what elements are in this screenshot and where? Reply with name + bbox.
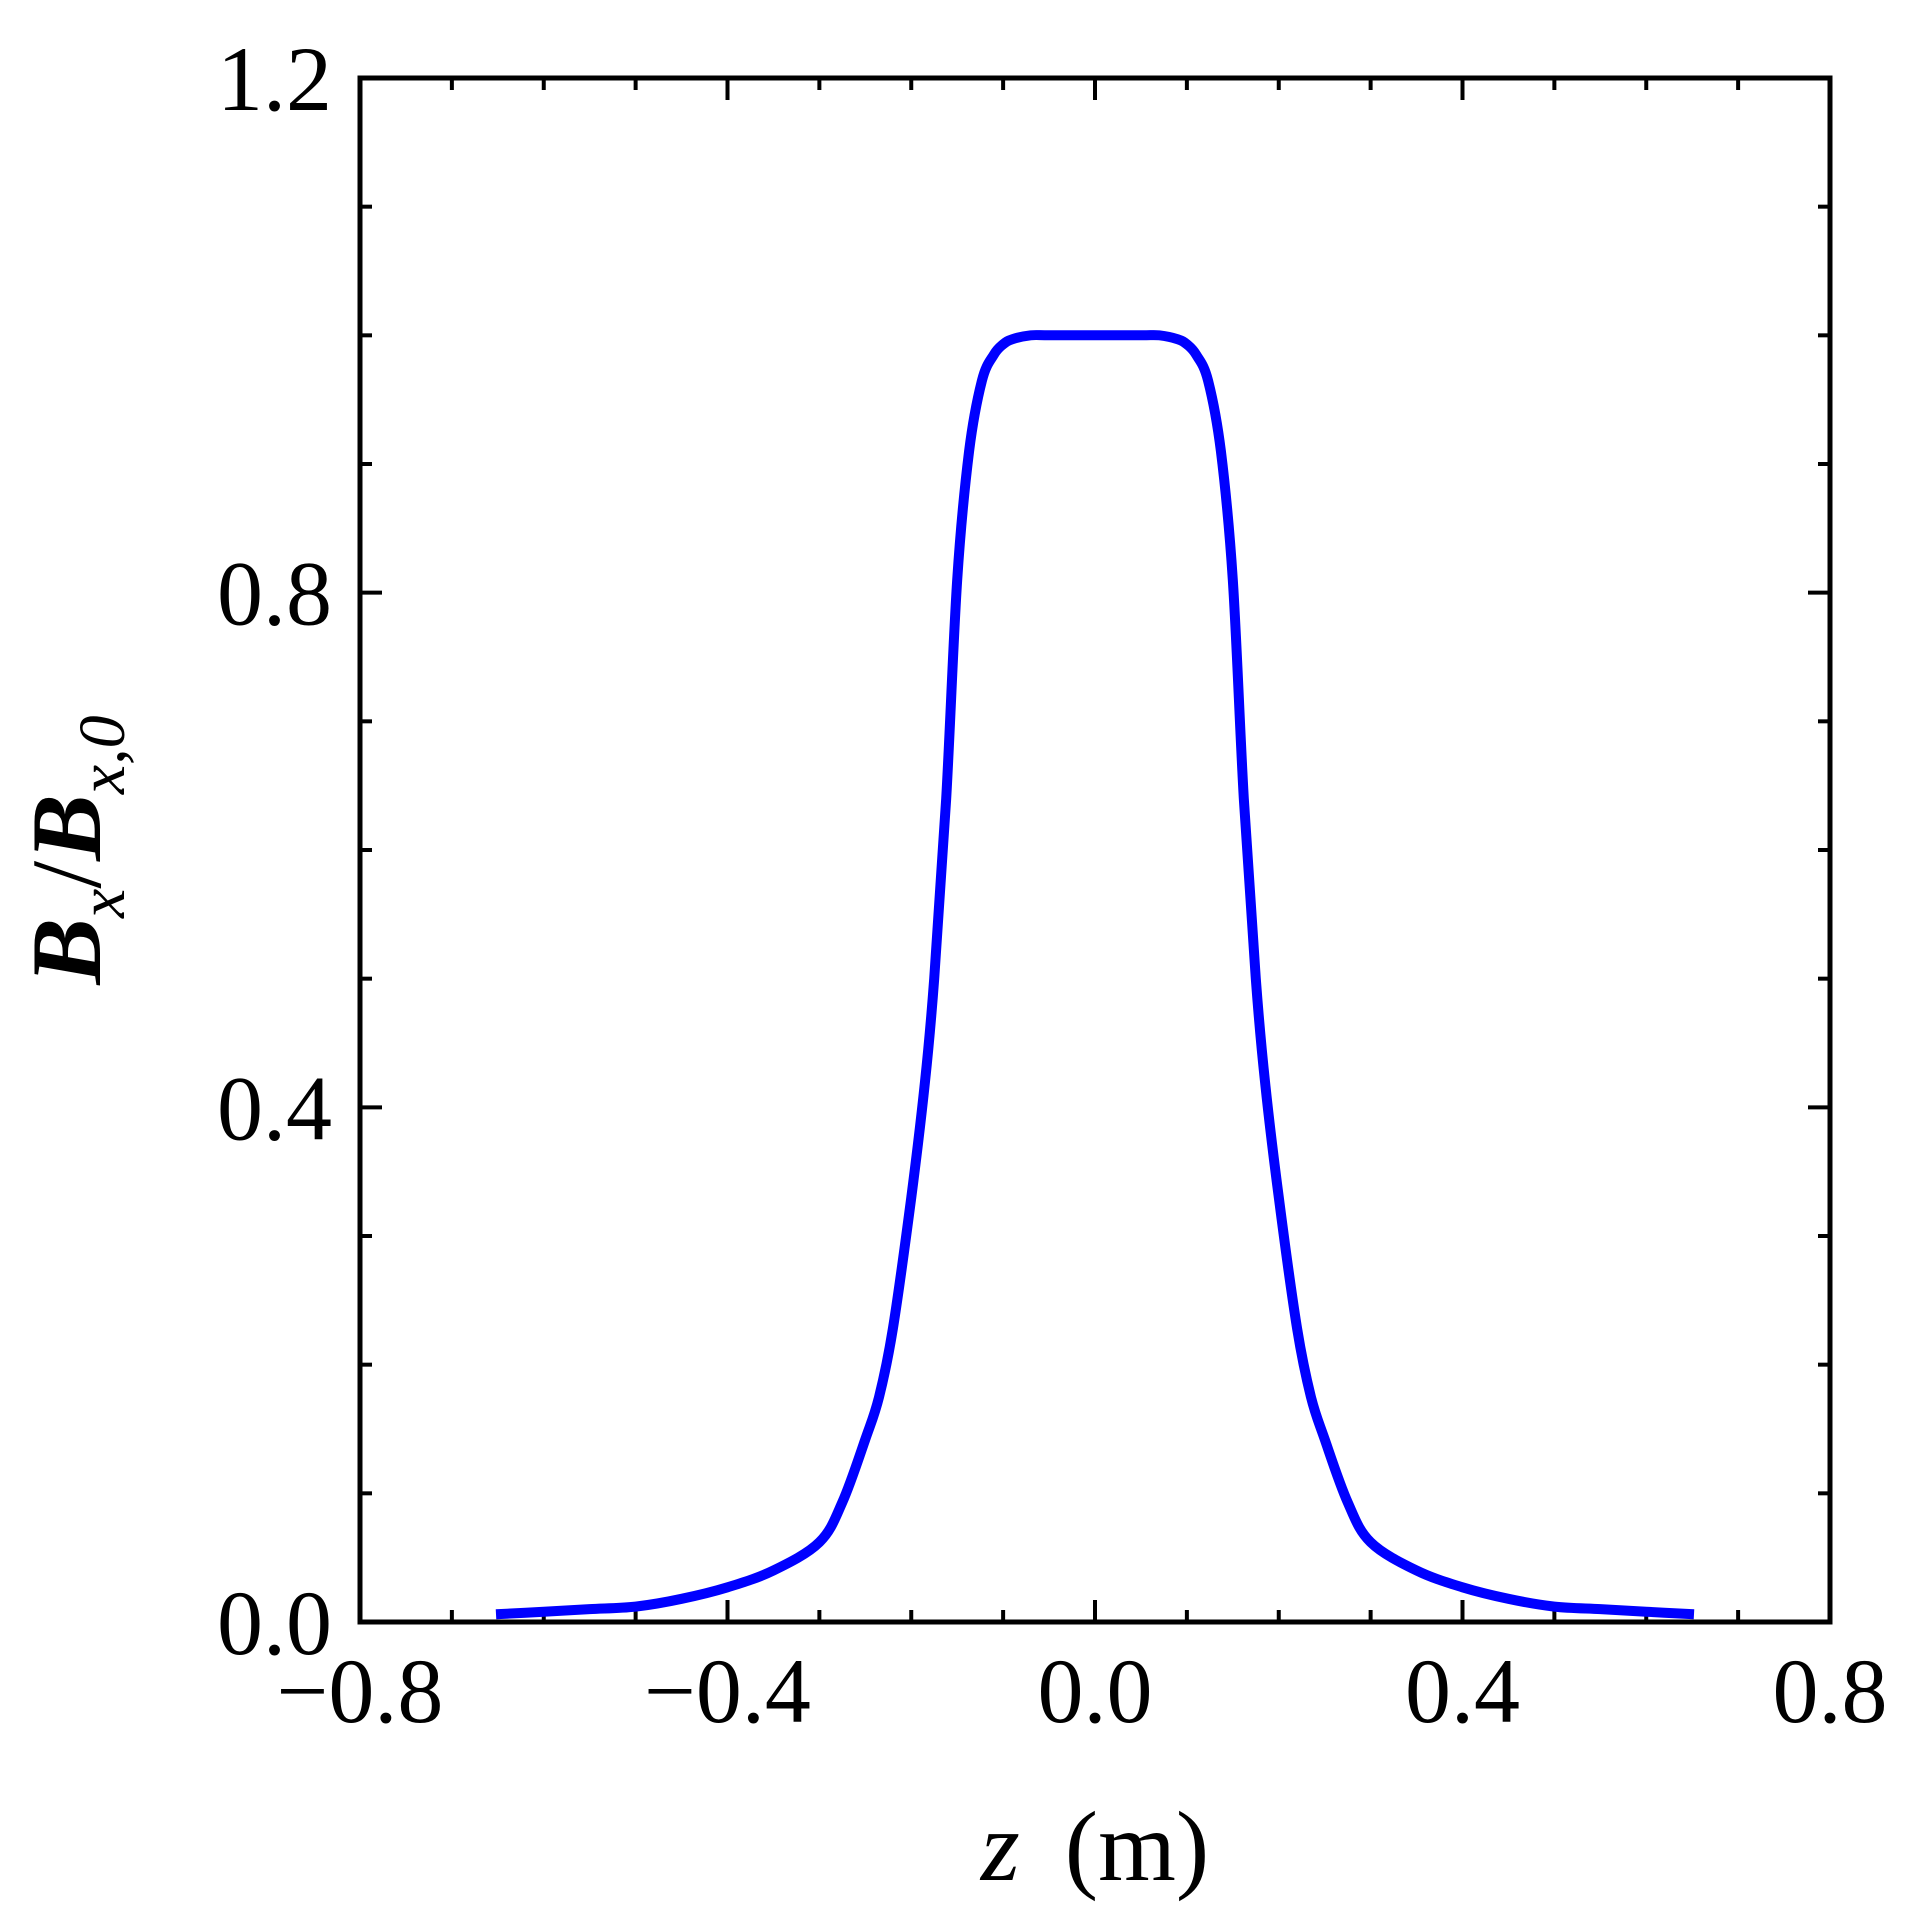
- plot-frame: [357, 75, 1833, 1625]
- x-tick-label: 0.8: [1773, 1640, 1888, 1742]
- y-tick-label: 1.2: [217, 28, 332, 130]
- x-axis-label: z (m): [979, 1791, 1209, 1902]
- x-tick-label: 0.4: [1405, 1640, 1520, 1742]
- svg-text:Bx/Bx,0: Bx/Bx,0: [11, 715, 139, 985]
- minor-ticks: [360, 78, 1830, 1622]
- y-tick-label: 0.4: [217, 1057, 332, 1159]
- x-tick-label: −0.8: [277, 1640, 444, 1742]
- y-tick-label: 0.8: [217, 543, 332, 645]
- x-tick-label: 0.0: [1038, 1640, 1153, 1742]
- major-ticks: [358, 76, 1832, 1624]
- y-tick-label: 0.0: [217, 1572, 332, 1674]
- data-line: [495, 330, 1695, 1620]
- y-tick-labels: 0.0 0.4 0.8 1.2: [217, 28, 332, 1674]
- y-axis-label: Bx/Bx,0: [11, 715, 139, 985]
- x-tick-labels: −0.8 −0.4 0.0 0.4 0.8: [277, 1640, 1888, 1742]
- x-tick-label: −0.4: [644, 1640, 811, 1742]
